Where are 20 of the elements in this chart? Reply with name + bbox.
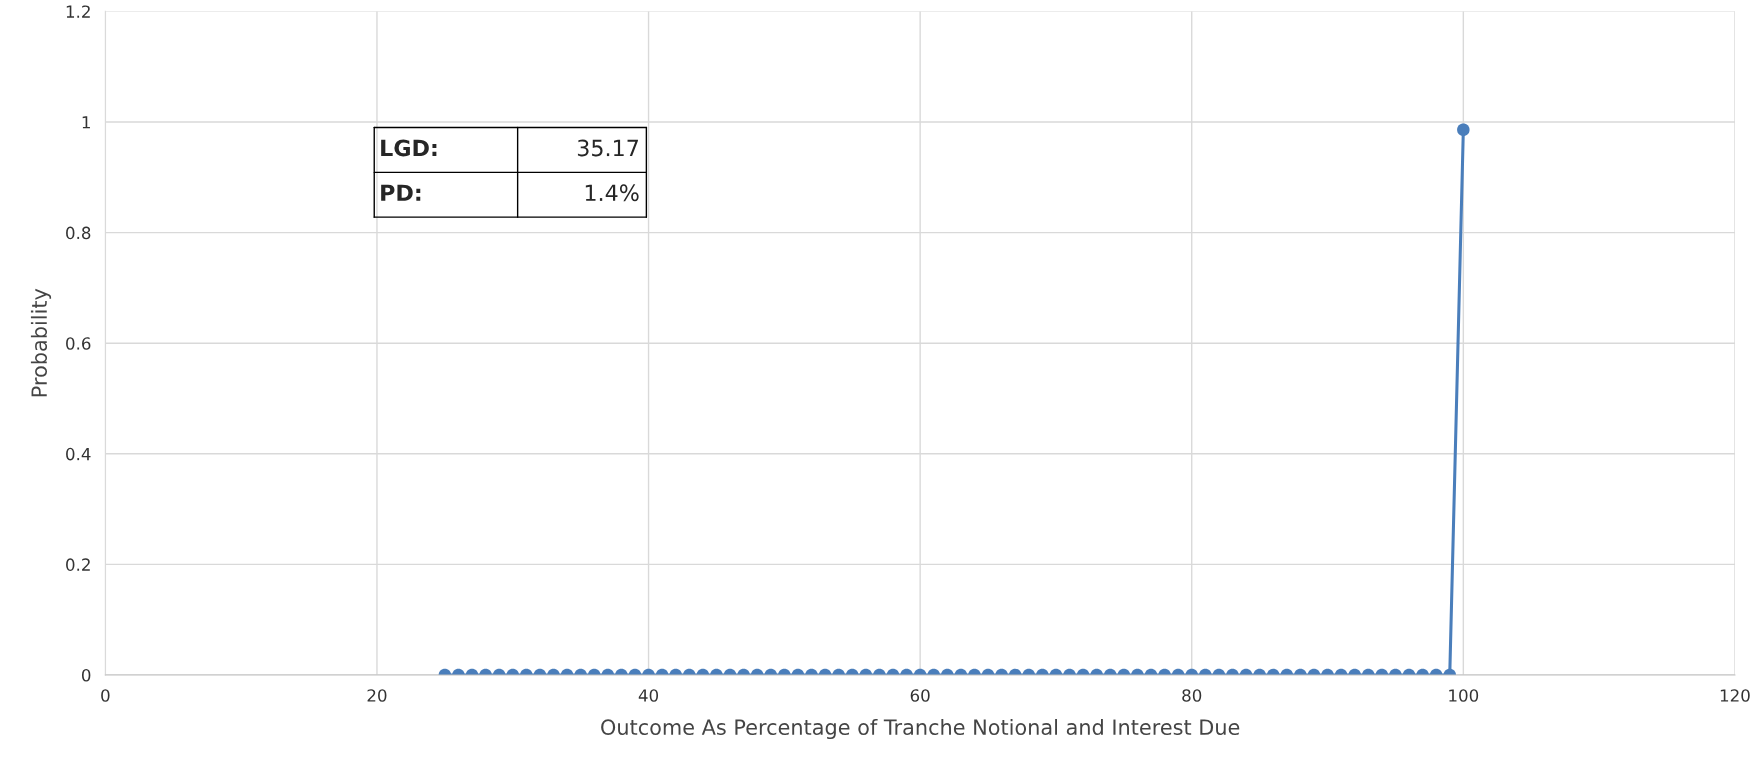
y-tick-label: 0.2 [66,558,90,571]
y-tick-label: 1.2 [66,5,90,18]
x-axis-title: Outcome As Percentage of Tranche Notional and Interest Due [601,718,1240,740]
y-tick-label: 0.4 [66,447,91,461]
x-tick-label: 100 [1449,689,1479,702]
x-tick-label: 120 [1720,689,1750,702]
annotation: LGD: [381,139,437,157]
x-tick-label: 80 [1182,689,1202,702]
y-tick-label: 0.8 [66,226,91,240]
x-tick-label: 0 [101,689,110,702]
y-tick-label: 1 [82,116,90,129]
x-tick-label: 20 [367,689,387,702]
annotation: 35.17 [577,139,638,157]
x-tick-label: 40 [638,689,659,702]
x-tick-label: 60 [910,689,930,702]
annotation: 1.4% [585,184,639,202]
y-tick-label: 0.6 [66,337,91,350]
y-axis-title: Probability [30,288,52,397]
annotation: PD: [381,184,421,201]
y-tick-label: 0 [81,668,91,682]
